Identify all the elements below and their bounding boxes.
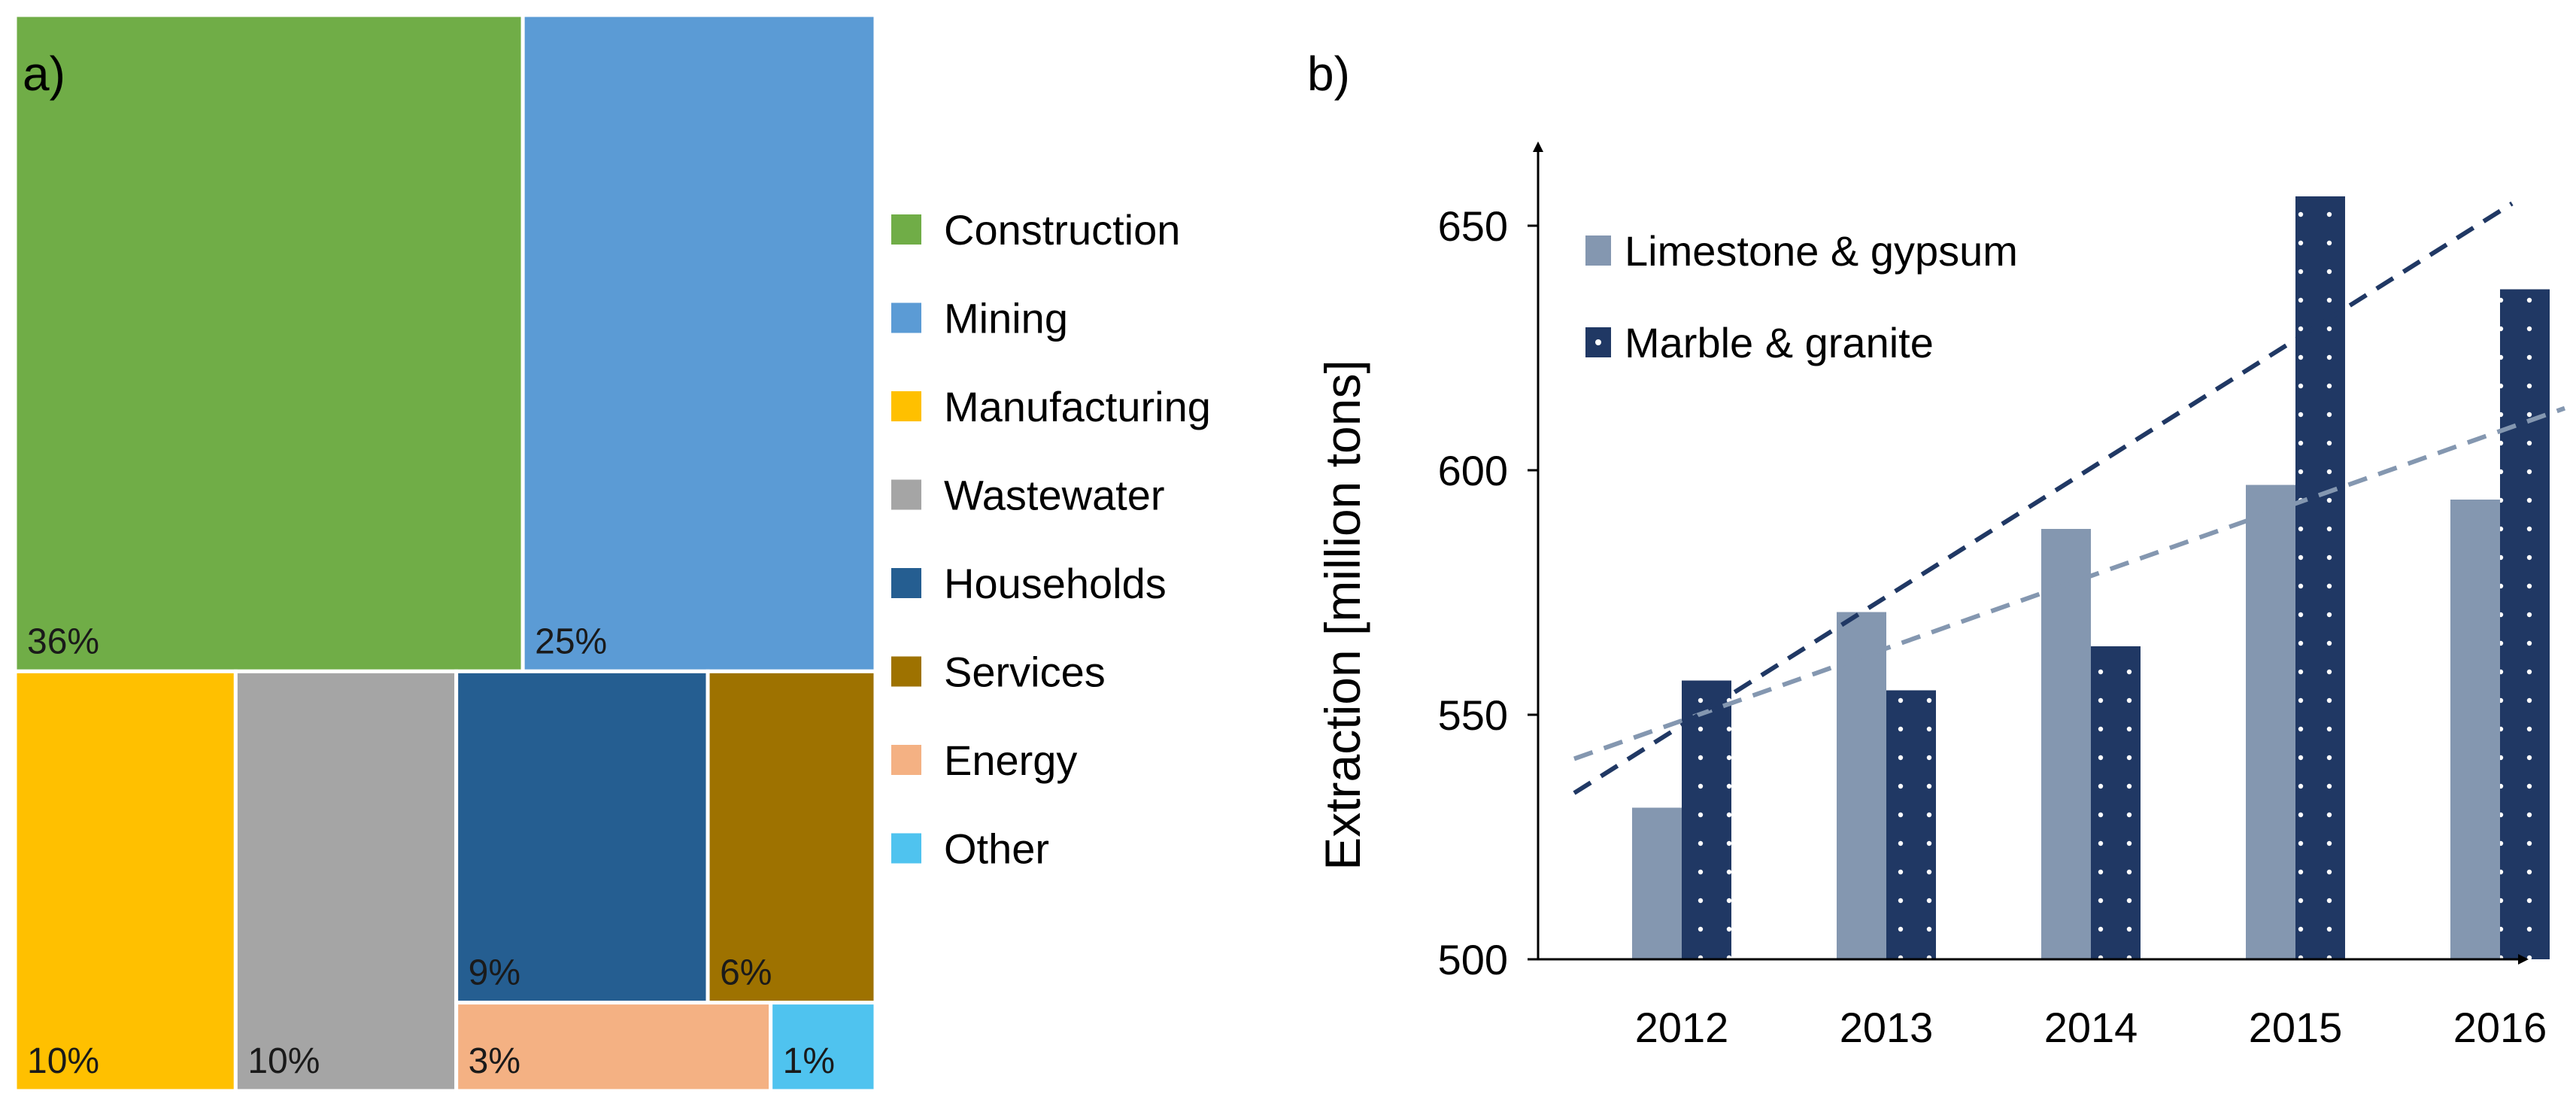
bar-limestone-gypsum-2015 xyxy=(2246,485,2295,959)
treemap-legend: Construction Mining Manufacturing Wastewate… xyxy=(891,206,1211,873)
treemap-label-services: 6% xyxy=(720,953,772,993)
bar-pattern-marble-granite-2013 xyxy=(1886,690,1936,959)
legend-swatch-limestone-gypsum xyxy=(1585,235,1611,266)
treemap-cell-households xyxy=(454,669,710,1005)
treemap-cell-wastewater xyxy=(233,669,459,1093)
treemap-label-other: 1% xyxy=(783,1041,835,1081)
legend-label-construction: Construction xyxy=(944,206,1180,254)
legend-swatch-households xyxy=(891,568,921,598)
legend-swatch-wastewater xyxy=(891,479,921,510)
treemap-cell-construction xyxy=(13,13,525,673)
y-tick-label-550: 550 xyxy=(1438,691,1508,739)
legend-label-services: Services xyxy=(944,649,1106,696)
bar-limestone-gypsum-2013 xyxy=(1837,612,1886,959)
bar-limestone-gypsum-2016 xyxy=(2450,500,2500,959)
legend-label-mining: Mining xyxy=(944,295,1068,342)
legend-swatch-construction xyxy=(891,214,921,245)
bar-limestone-gypsum-2012 xyxy=(1632,807,1682,959)
legend-swatch-services xyxy=(891,656,921,687)
legend-swatch-manufacturing xyxy=(891,391,921,421)
treemap-cell-manufacturing xyxy=(13,669,238,1093)
legend-swatch-energy xyxy=(891,745,921,775)
y-tick-label-650: 650 xyxy=(1438,202,1508,250)
bar-series xyxy=(1632,196,2550,959)
y-axis-label: Extraction [million tons] xyxy=(1315,360,1370,871)
bar-chart-panel: b) Extraction [million tons] 500 550 600 65… xyxy=(1307,47,2566,1051)
treemap-label-wastewater: 10% xyxy=(247,1041,320,1081)
bar-pattern-marble-granite-2016 xyxy=(2500,289,2550,959)
x-tick-label-2016: 2016 xyxy=(2453,1004,2547,1051)
legend-label-manufacturing: Manufacturing xyxy=(944,383,1211,430)
bar-pattern-marble-granite-2012 xyxy=(1682,680,1731,959)
treemap-panel: 36% 25% 10% 10% 9% 6% 3% 1% a) Construction Mini… xyxy=(13,13,1211,1093)
trendline-limestone-gypsum xyxy=(1573,406,2566,761)
legend-label-other: Other xyxy=(944,825,1049,873)
treemap-label-households: 9% xyxy=(469,953,520,993)
treemap-label-manufacturing: 10% xyxy=(27,1041,99,1081)
legend-label-marble-granite: Marble & granite xyxy=(1625,319,1934,366)
bar-limestone-gypsum-2014 xyxy=(2041,529,2091,959)
treemap-value-labels: 36% 25% 10% 10% 9% 6% 3% 1% xyxy=(27,621,835,1081)
y-tick-label-500: 500 xyxy=(1438,936,1508,983)
legend-swatch-other xyxy=(891,833,921,864)
x-tick-label-2013: 2013 xyxy=(1840,1004,1934,1051)
x-tick-label-2015: 2015 xyxy=(2249,1004,2343,1051)
treemap-cells xyxy=(13,13,878,1093)
legend-label-limestone-gypsum: Limestone & gypsum xyxy=(1625,227,2018,275)
treemap-cell-mining xyxy=(520,13,878,673)
x-tick-label-2012: 2012 xyxy=(1635,1004,1729,1051)
bar-pattern-marble-granite-2014 xyxy=(2091,646,2141,959)
legend-label-energy: Energy xyxy=(944,737,1077,784)
y-tick-label-600: 600 xyxy=(1438,447,1508,494)
bar-legend: Limestone & gypsum Marble & granite xyxy=(1585,227,2018,366)
panel-label-a: a) xyxy=(23,47,65,101)
treemap-cell-energy xyxy=(454,1001,773,1093)
legend-label-households: Households xyxy=(944,560,1167,607)
y-axis-ticks: 500 550 600 650 xyxy=(1438,202,1538,983)
legend-swatch-mining xyxy=(891,302,921,333)
trendlines xyxy=(1573,201,2566,795)
treemap-label-construction: 36% xyxy=(27,621,99,661)
treemap-cell-other xyxy=(769,1001,878,1093)
bar-pattern-marble-granite-2015 xyxy=(2295,196,2345,959)
panel-label-b: b) xyxy=(1307,47,1350,101)
x-tick-label-2014: 2014 xyxy=(2044,1004,2138,1051)
legend-label-wastewater: Wastewater xyxy=(944,472,1165,519)
legend-swatch-dot-marble-granite xyxy=(1595,339,1601,345)
treemap-label-mining: 25% xyxy=(535,621,607,661)
trendline-marble-granite xyxy=(1573,201,2514,795)
x-axis-ticks: 2012 2013 2014 2015 2016 xyxy=(1635,1004,2547,1051)
treemap-label-energy: 3% xyxy=(469,1041,520,1081)
treemap-cell-services xyxy=(705,669,878,1005)
